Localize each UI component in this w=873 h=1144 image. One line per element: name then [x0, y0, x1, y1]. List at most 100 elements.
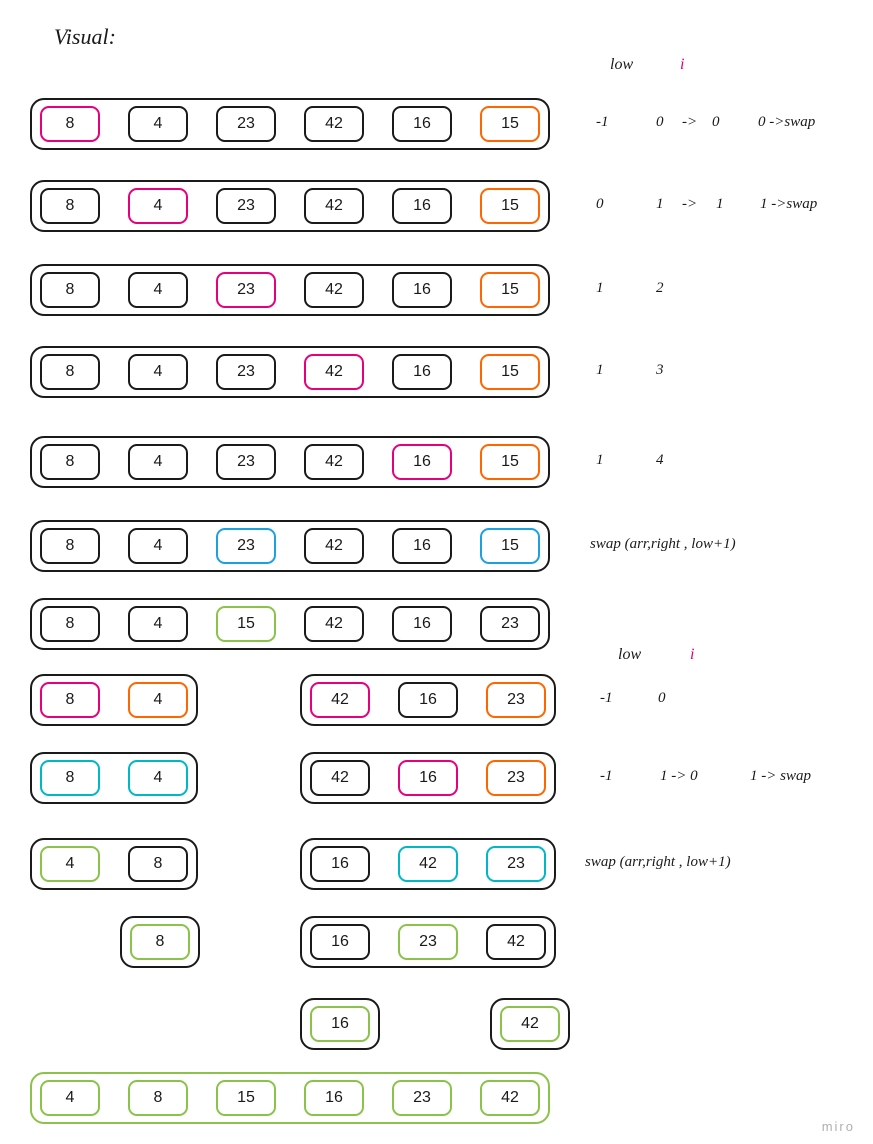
step-annotation: 1	[596, 452, 604, 469]
array-cell: 23	[486, 682, 546, 718]
array-container: 8423421615	[30, 180, 550, 232]
array-cell: 16	[310, 1006, 370, 1042]
array-container: 84	[30, 752, 198, 804]
array-cell: 16	[398, 682, 458, 718]
array-cell: 42	[304, 106, 364, 142]
array-cell: 42	[304, 188, 364, 224]
array-cell: 8	[40, 272, 100, 308]
array-cell: 8	[40, 528, 100, 564]
step-annotation: swap (arr,right , low+1)	[590, 536, 736, 553]
array-cell: 42	[398, 846, 458, 882]
array-cell: 42	[500, 1006, 560, 1042]
array-cell: 8	[128, 846, 188, 882]
array-cell: 8	[40, 354, 100, 390]
array-container: 8423421615	[30, 264, 550, 316]
array-cell: 23	[392, 1080, 452, 1116]
step-annotation: -1	[600, 768, 613, 785]
step-annotation: 3	[656, 362, 664, 379]
array-cell: 16	[304, 1080, 364, 1116]
array-cell: 16	[392, 188, 452, 224]
step-annotation: ->	[682, 114, 697, 131]
array-cell: 16	[392, 528, 452, 564]
array-cell: 4	[128, 528, 188, 564]
array-container: 84	[30, 674, 198, 726]
array-cell: 16	[398, 760, 458, 796]
array-cell: 42	[304, 272, 364, 308]
column-header: i	[680, 56, 684, 74]
step-annotation: swap (arr,right , low+1)	[585, 854, 731, 871]
array-cell: 4	[128, 444, 188, 480]
array-cell: 4	[40, 1080, 100, 1116]
step-annotation: -1	[596, 114, 609, 131]
array-container: 42 16 23	[300, 674, 556, 726]
array-cell: 8	[130, 924, 190, 960]
array-container: 84 23 42 16 15	[30, 436, 550, 488]
column-header: low	[610, 56, 633, 74]
array-cell: 8	[128, 1080, 188, 1116]
array-cell: 23	[216, 528, 276, 564]
array-cell: 4	[40, 846, 100, 882]
step-annotation: 0	[658, 690, 666, 707]
step-annotation: 1 -> swap	[750, 768, 811, 785]
step-annotation: 0	[656, 114, 664, 131]
array-cell: 23	[486, 846, 546, 882]
array-cell: 42	[304, 606, 364, 642]
array-cell: 4	[128, 354, 188, 390]
array-cell: 23	[216, 354, 276, 390]
step-annotation: 0	[712, 114, 720, 131]
array-container: 48 15 16 23 42	[30, 1072, 550, 1124]
watermark: miro	[822, 1119, 855, 1134]
array-cell: 15	[480, 528, 540, 564]
step-annotation: 1	[596, 362, 604, 379]
array-cell: 8	[40, 444, 100, 480]
column-header: low	[618, 646, 641, 664]
array-container: 42	[490, 998, 570, 1050]
step-annotation: 1 -> 0	[660, 768, 698, 785]
array-cell: 15	[216, 1080, 276, 1116]
array-cell: 23	[216, 444, 276, 480]
array-cell: 23	[216, 106, 276, 142]
array-container: 162342	[300, 916, 556, 968]
step-annotation: 4	[656, 452, 664, 469]
array-container: 48	[30, 838, 198, 890]
array-cell: 16	[392, 444, 452, 480]
array-cell: 42	[486, 924, 546, 960]
array-cell: 15	[480, 106, 540, 142]
array-cell: 42	[304, 444, 364, 480]
array-container: 16 42 23	[300, 838, 556, 890]
array-cell: 8	[40, 606, 100, 642]
array-cell: 42	[310, 760, 370, 796]
array-cell: 15	[480, 272, 540, 308]
array-cell: 42	[310, 682, 370, 718]
array-cell: 8	[40, 682, 100, 718]
array-cell: 16	[392, 272, 452, 308]
array-cell: 16	[392, 106, 452, 142]
array-cell: 42	[304, 354, 364, 390]
step-annotation: ->	[682, 196, 697, 213]
array-cell: 4	[128, 106, 188, 142]
array-cell: 23	[398, 924, 458, 960]
step-annotation: 0	[596, 196, 604, 213]
array-cell: 16	[310, 846, 370, 882]
array-container: 42 16 23	[300, 752, 556, 804]
array-cell: 8	[40, 106, 100, 142]
array-cell: 4	[128, 682, 188, 718]
array-cell: 15	[480, 444, 540, 480]
array-cell: 23	[486, 760, 546, 796]
step-annotation: 0 ->swap	[758, 114, 815, 131]
array-container: 16	[300, 998, 380, 1050]
array-cell: 15	[480, 188, 540, 224]
array-cell: 23	[480, 606, 540, 642]
step-annotation: 1	[596, 280, 604, 297]
array-container: 8	[120, 916, 200, 968]
step-annotation: 1	[656, 196, 664, 213]
array-cell: 4	[128, 760, 188, 796]
array-cell: 42	[480, 1080, 540, 1116]
array-cell: 23	[216, 272, 276, 308]
array-cell: 15	[480, 354, 540, 390]
array-container: 8423421615	[30, 520, 550, 572]
array-cell: 8	[40, 188, 100, 224]
step-annotation: 1 ->swap	[760, 196, 817, 213]
step-annotation: -1	[600, 690, 613, 707]
array-container: 8423421615	[30, 346, 550, 398]
